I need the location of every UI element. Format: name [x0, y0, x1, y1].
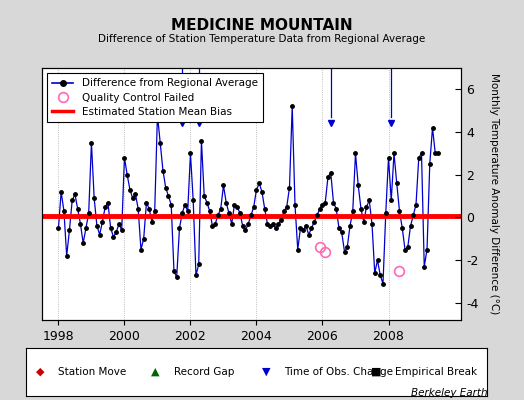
Y-axis label: Monthly Temperature Anomaly Difference (°C): Monthly Temperature Anomaly Difference (…	[489, 73, 499, 315]
Text: Empirical Break: Empirical Break	[395, 367, 477, 377]
Text: Berkeley Earth: Berkeley Earth	[411, 388, 487, 398]
Text: ▼: ▼	[261, 367, 270, 377]
Text: ◆: ◆	[36, 367, 45, 377]
Text: MEDICINE MOUNTAIN: MEDICINE MOUNTAIN	[171, 18, 353, 33]
Text: Time of Obs. Change: Time of Obs. Change	[285, 367, 394, 377]
Legend: Difference from Regional Average, Quality Control Failed, Estimated Station Mean: Difference from Regional Average, Qualit…	[47, 73, 263, 122]
Text: Difference of Station Temperature Data from Regional Average: Difference of Station Temperature Data f…	[99, 34, 425, 44]
Text: ▲: ▲	[151, 367, 160, 377]
Text: Record Gap: Record Gap	[174, 367, 234, 377]
Text: ■: ■	[372, 367, 382, 377]
Text: Station Move: Station Move	[59, 367, 127, 377]
